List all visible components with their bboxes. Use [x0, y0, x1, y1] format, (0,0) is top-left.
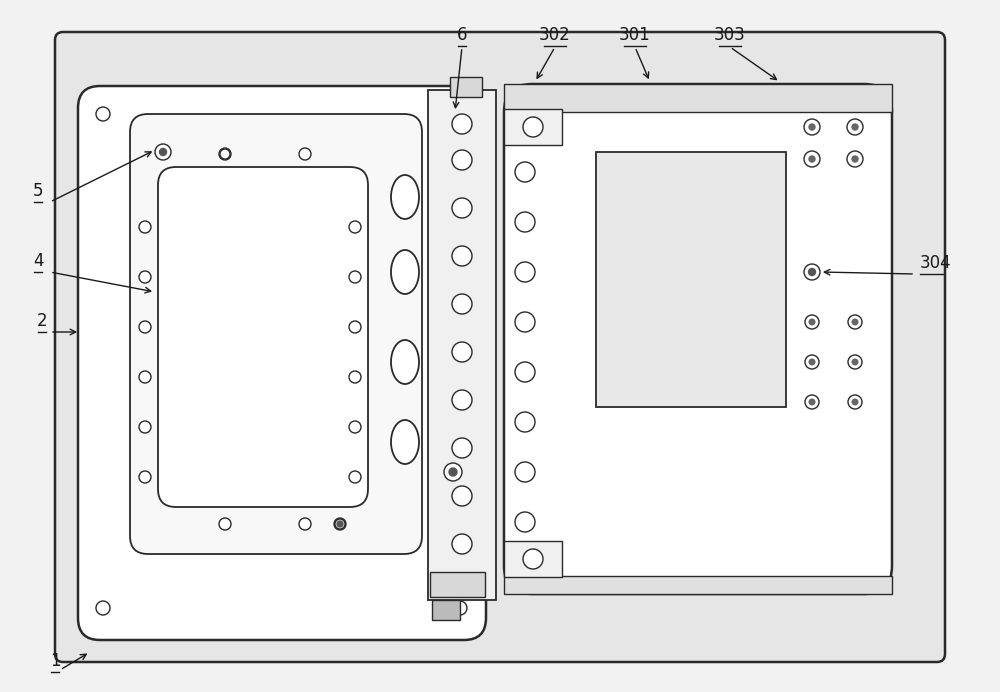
Circle shape — [515, 117, 535, 137]
Circle shape — [139, 221, 151, 233]
Circle shape — [848, 315, 862, 329]
Circle shape — [809, 124, 815, 130]
Text: 5: 5 — [33, 182, 43, 200]
Circle shape — [349, 221, 361, 233]
Circle shape — [452, 534, 472, 554]
Circle shape — [452, 294, 472, 314]
Circle shape — [139, 321, 151, 333]
Circle shape — [453, 601, 467, 615]
Circle shape — [515, 212, 535, 232]
Bar — [450, 77, 482, 97]
Circle shape — [523, 117, 543, 137]
Circle shape — [515, 312, 535, 332]
Circle shape — [349, 471, 361, 483]
Circle shape — [808, 268, 816, 275]
Circle shape — [523, 549, 543, 569]
FancyBboxPatch shape — [504, 84, 892, 594]
Circle shape — [139, 271, 151, 283]
Circle shape — [452, 198, 472, 218]
Circle shape — [805, 355, 819, 369]
Circle shape — [515, 362, 535, 382]
Circle shape — [139, 471, 151, 483]
Circle shape — [452, 114, 472, 134]
Circle shape — [804, 119, 820, 135]
Text: 6: 6 — [457, 26, 467, 44]
Circle shape — [852, 359, 858, 365]
Circle shape — [155, 144, 171, 160]
Circle shape — [515, 462, 535, 482]
Circle shape — [219, 518, 231, 530]
Circle shape — [299, 148, 311, 160]
Bar — [504, 109, 562, 145]
Ellipse shape — [391, 340, 419, 384]
Circle shape — [139, 421, 151, 433]
Circle shape — [809, 399, 815, 405]
Circle shape — [809, 319, 815, 325]
Text: 1: 1 — [50, 652, 60, 670]
Text: 303: 303 — [714, 26, 746, 44]
Circle shape — [804, 151, 820, 167]
Ellipse shape — [391, 175, 419, 219]
Circle shape — [452, 246, 472, 266]
FancyBboxPatch shape — [55, 32, 945, 662]
Circle shape — [848, 395, 862, 409]
Circle shape — [452, 342, 472, 362]
Circle shape — [337, 521, 343, 527]
Text: 301: 301 — [619, 26, 651, 44]
Bar — [504, 84, 892, 112]
Circle shape — [96, 601, 110, 615]
Text: 304: 304 — [920, 254, 952, 272]
Text: 2: 2 — [37, 312, 47, 330]
Circle shape — [453, 107, 467, 121]
Circle shape — [848, 355, 862, 369]
Circle shape — [804, 264, 820, 280]
Bar — [432, 600, 460, 620]
Circle shape — [452, 438, 472, 458]
Circle shape — [515, 262, 535, 282]
Ellipse shape — [391, 420, 419, 464]
Circle shape — [809, 359, 815, 365]
Bar — [430, 572, 485, 597]
Circle shape — [805, 315, 819, 329]
Circle shape — [515, 162, 535, 182]
Circle shape — [852, 156, 858, 162]
Circle shape — [139, 371, 151, 383]
Circle shape — [349, 271, 361, 283]
FancyBboxPatch shape — [158, 167, 368, 507]
Circle shape — [335, 519, 345, 529]
Circle shape — [349, 321, 361, 333]
Circle shape — [852, 319, 858, 325]
Circle shape — [219, 148, 231, 160]
Circle shape — [847, 151, 863, 167]
Bar — [504, 576, 892, 594]
Circle shape — [452, 486, 472, 506]
FancyBboxPatch shape — [78, 86, 486, 640]
Circle shape — [515, 512, 535, 532]
Text: 302: 302 — [539, 26, 571, 44]
Circle shape — [160, 149, 166, 156]
Circle shape — [96, 107, 110, 121]
Circle shape — [515, 412, 535, 432]
Bar — [596, 152, 786, 407]
Circle shape — [220, 149, 230, 159]
FancyBboxPatch shape — [130, 114, 422, 554]
Bar — [504, 541, 562, 577]
Bar — [428, 90, 496, 600]
Circle shape — [852, 124, 858, 130]
Circle shape — [805, 395, 819, 409]
Ellipse shape — [391, 250, 419, 294]
Circle shape — [299, 518, 311, 530]
Circle shape — [852, 399, 858, 405]
Circle shape — [452, 150, 472, 170]
Text: 4: 4 — [33, 252, 43, 270]
Circle shape — [809, 156, 815, 162]
Circle shape — [349, 421, 361, 433]
Circle shape — [847, 119, 863, 135]
Circle shape — [452, 390, 472, 410]
Circle shape — [444, 463, 462, 481]
Circle shape — [449, 468, 457, 476]
Circle shape — [349, 371, 361, 383]
